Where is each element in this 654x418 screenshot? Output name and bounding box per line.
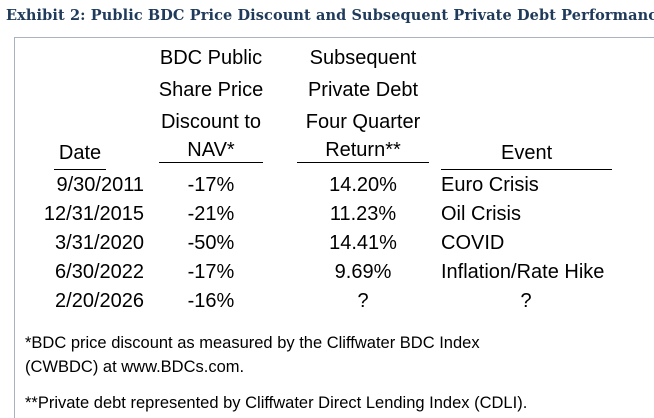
header-event-line: Event: [441, 137, 613, 170]
header-discount-line-1: BDC Public: [159, 47, 263, 69]
row-3-event: COVID: [441, 232, 505, 254]
header-discount: BDC Public Share Price Discount to NAV*: [150, 42, 272, 163]
header-return-line-1: Subsequent: [309, 47, 417, 69]
exhibit-frame: [14, 37, 654, 418]
header-return-label: Return**: [297, 138, 429, 163]
row-1-event: Euro Crisis: [441, 174, 539, 196]
row-2-date: 12/31/2015: [43, 203, 144, 225]
header-return-line-2: Private Debt: [307, 79, 419, 101]
row-4-date: 6/30/2022: [55, 261, 144, 283]
row-4-event: Inflation/Rate Hike: [441, 261, 605, 283]
exhibit-title: Exhibit 2: Public BDC Price Discount and…: [6, 7, 654, 24]
header-date-line: Date: [54, 137, 106, 170]
header-date: Date: [54, 137, 106, 170]
row-5-discount: -16%: [187, 290, 235, 312]
row-4-discount: -17%: [187, 261, 235, 283]
header-discount-line-3: Discount to: [160, 111, 262, 133]
footnote-1-line-2: (CWBDC) at www.BDCs.com.: [25, 358, 245, 376]
header-return-line-3: Four Quarter: [305, 111, 421, 133]
header-discount-line-4: NAV*: [150, 138, 272, 163]
row-2-discount: -21%: [187, 203, 235, 225]
row-3-return: 14.41%: [329, 232, 397, 254]
header-event-label: Event: [441, 137, 613, 170]
row-1-discount: -17%: [187, 174, 235, 196]
row-1-date: 9/30/2011: [56, 174, 145, 196]
header-return-line-4: Return**: [288, 138, 438, 163]
header-event: Event: [441, 137, 613, 170]
header-discount-line-2: Share Price: [158, 79, 264, 101]
header-return: Subsequent Private Debt Four Quarter Ret…: [288, 42, 438, 163]
row-5-event: ?: [520, 290, 532, 312]
footnote-1-line-1: *BDC price discount as measured by the C…: [25, 334, 480, 352]
row-2-event: Oil Crisis: [441, 203, 521, 225]
row-5-return: ?: [357, 290, 369, 312]
row-1-return: 14.20%: [329, 174, 397, 196]
row-5-date: 2/20/2026: [55, 290, 144, 312]
row-3-date: 3/31/2020: [55, 232, 144, 254]
row-4-return: 9.69%: [334, 261, 392, 283]
header-discount-nav: NAV*: [159, 138, 263, 163]
footnote-2: **Private debt represented by Cliffwater…: [25, 394, 528, 412]
row-2-return: 11.23%: [329, 203, 397, 225]
row-3-discount: -50%: [187, 232, 235, 254]
